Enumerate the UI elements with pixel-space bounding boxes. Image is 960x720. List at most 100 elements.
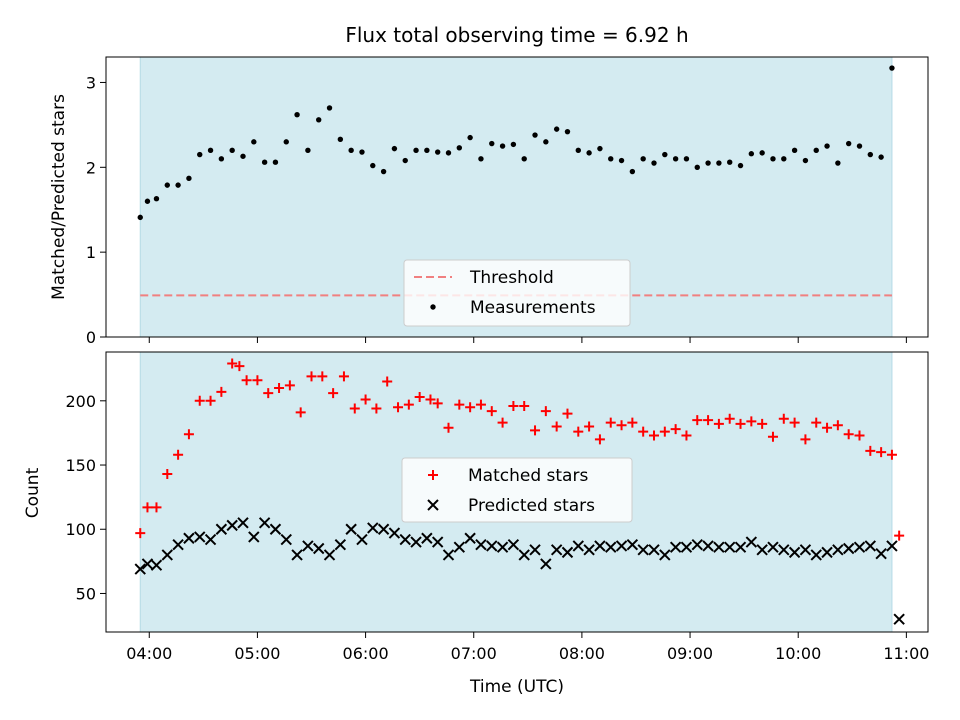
predicted-star-point xyxy=(475,538,487,551)
matched-star-point xyxy=(659,426,670,437)
measurement-point xyxy=(575,147,581,154)
bottom-legend-box xyxy=(401,457,633,523)
measurement-point xyxy=(564,128,571,135)
matched-star-point xyxy=(465,402,476,413)
matched-star-point xyxy=(317,371,328,382)
matched-star-point xyxy=(724,413,735,424)
matched-star-point xyxy=(832,420,843,431)
x-tick-label: 04:00 xyxy=(126,644,172,663)
predicted-star-point xyxy=(778,544,790,556)
predicted-star-point xyxy=(637,544,649,556)
predicted-star-point xyxy=(313,542,325,555)
measurement-point xyxy=(413,147,419,154)
measurement-point xyxy=(867,151,874,158)
measurement-point xyxy=(770,156,776,162)
predicted-star-point xyxy=(756,544,768,556)
matched-star-point xyxy=(295,407,306,418)
matched-star-point xyxy=(486,406,497,417)
predicted-star-point xyxy=(161,549,173,561)
predicted-star-point xyxy=(215,523,228,535)
predicted-star-point xyxy=(377,523,390,535)
measurement-point xyxy=(186,175,192,182)
measurement-point xyxy=(240,153,246,159)
measurement-point xyxy=(618,157,625,164)
matched-star-point xyxy=(328,388,339,399)
y-tick-label: 1 xyxy=(86,243,96,262)
matched-star-point xyxy=(692,415,703,426)
measurement-point xyxy=(813,147,819,154)
measurement-point xyxy=(305,147,311,154)
matched-star-point xyxy=(627,417,638,428)
predicted-star-point xyxy=(248,531,260,543)
matched-star-point xyxy=(497,417,508,428)
matched-star-point xyxy=(183,429,194,440)
predicted-star-point xyxy=(842,542,855,555)
matched-star-point xyxy=(551,421,562,432)
y-tick-label: 0 xyxy=(86,328,96,347)
predicted-star-point xyxy=(529,544,541,556)
predicted-star-point xyxy=(442,549,455,561)
measurement-point xyxy=(586,150,592,156)
top-legend-box xyxy=(403,259,631,327)
measurement-legend-swatch xyxy=(430,304,436,310)
matched-star-point xyxy=(263,388,274,399)
measurement-point xyxy=(553,126,560,132)
measurement-point xyxy=(878,154,884,160)
measurement-point xyxy=(370,162,376,169)
y-tick-label: 2 xyxy=(86,158,96,177)
measurement-point xyxy=(727,159,733,165)
top-legend: Threshold Measurements xyxy=(403,259,631,327)
matched-star-point xyxy=(252,375,263,386)
measurement-point xyxy=(694,164,700,171)
matched-star-point xyxy=(216,386,227,397)
matched-star-point xyxy=(584,421,595,432)
predicted-star-point xyxy=(691,538,703,551)
predicted-star-point xyxy=(702,540,714,552)
measurement-point xyxy=(672,156,679,162)
predicted-star-point xyxy=(550,544,563,556)
predicted-star-point xyxy=(648,544,660,556)
predicted-star-point xyxy=(367,522,379,534)
threshold-legend-label: Threshold xyxy=(469,268,554,288)
matched-star-point xyxy=(205,395,216,406)
predicted-star-point xyxy=(669,541,682,553)
predicted-star-point xyxy=(626,538,639,551)
predicted-star-point xyxy=(226,519,238,532)
measurement-point xyxy=(424,147,430,154)
predicted-star-point xyxy=(464,532,476,544)
predicted-star-point xyxy=(572,540,584,552)
top-axes-frame xyxy=(105,56,929,338)
matched-star-point xyxy=(573,426,584,437)
predicted-star-point xyxy=(561,546,574,559)
measurement-point xyxy=(510,141,517,148)
measurement-point xyxy=(824,143,830,149)
measurement-point xyxy=(521,156,527,162)
predicted-star-point xyxy=(345,523,357,535)
predicted-star-point xyxy=(788,546,801,559)
predicted-star-point xyxy=(134,563,146,575)
predicted-star-point xyxy=(713,541,725,553)
predicted-star-point xyxy=(323,549,336,561)
measurement-legend-label: Measurements xyxy=(470,298,596,318)
measurement-point xyxy=(889,65,895,71)
bottom-legend: Matched stars Predicted stars xyxy=(401,457,633,523)
measurement-point xyxy=(467,134,473,141)
predicted-star-point xyxy=(821,546,833,559)
matched-star-point xyxy=(681,430,692,441)
measurement-point xyxy=(781,156,787,162)
predicted-star-point xyxy=(724,541,736,553)
measurement-point xyxy=(629,168,636,175)
measurement-point xyxy=(835,160,841,166)
matched-star-point xyxy=(382,376,393,387)
predicted-star-point xyxy=(659,549,671,561)
measurement-point xyxy=(164,182,170,188)
predicted-star-point xyxy=(875,547,887,560)
matched-star-point xyxy=(876,447,887,458)
predicted-star-point xyxy=(583,544,595,556)
measurement-point xyxy=(802,157,809,164)
measurement-point xyxy=(272,159,279,165)
x-tick-label: 06:00 xyxy=(343,644,389,663)
matched-star-point xyxy=(135,528,146,539)
matched-star-point xyxy=(508,400,519,411)
